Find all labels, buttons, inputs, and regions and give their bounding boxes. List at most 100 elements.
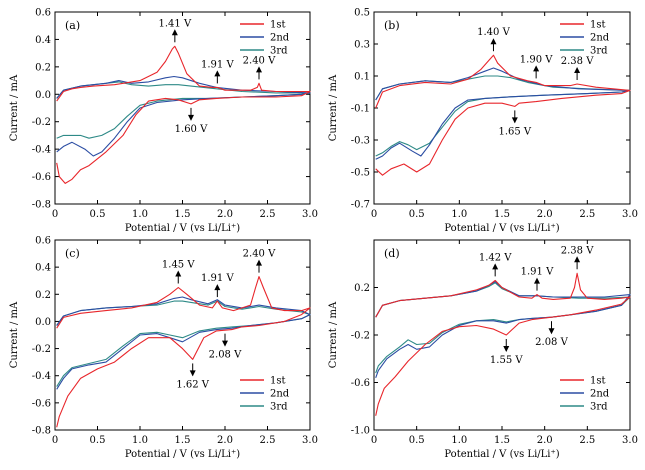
annotation-arrowhead (574, 67, 581, 73)
panel-label: (b) (384, 19, 400, 32)
x-tick-label: 1.0 (451, 209, 467, 220)
annotation-label: 2.38 V (561, 56, 594, 67)
panel-label: (a) (65, 19, 80, 32)
annotation-label: 1.65 V (498, 126, 531, 137)
annotation-label: 1.90 V (520, 54, 553, 65)
x-tick-label: 2.5 (579, 209, 595, 220)
annotation-arrowhead (256, 259, 262, 266)
y-axis-label: Current / mA (328, 74, 339, 141)
legend: 1st 2nd 3rd (240, 20, 290, 57)
annotation-label: 2.40 V (243, 249, 276, 260)
x-axis-label: Potential / V (vs Li/Li⁺) (125, 449, 240, 460)
x-tick-label: 1.5 (175, 435, 191, 446)
annotation-arrowhead (214, 284, 221, 291)
legend-label: 2nd (270, 389, 290, 400)
annotation-arrowhead (503, 346, 510, 352)
y-tick-label: 0.2 (35, 62, 51, 73)
y-tick-label: -0.6 (32, 172, 51, 183)
x-axis-label: Potential / V (vs Li/Li⁺) (444, 449, 559, 460)
x-tick-label: 0 (371, 209, 377, 220)
annotation-label: 1.45 V (162, 260, 195, 271)
x-tick-label: 3.0 (302, 209, 318, 220)
y-tick-label: -0.2 (351, 331, 370, 342)
x-tick-label: 0.5 (90, 209, 106, 220)
y-tick-label: 0.0 (35, 90, 51, 101)
y-tick-label: 0.6 (35, 8, 51, 19)
annotation-label: 2.40 V (243, 55, 276, 66)
y-tick-label: -0.4 (32, 145, 51, 156)
series-line-1st (375, 272, 631, 416)
chart-panel-b: 0 0.5 1.0 1.5 2.0 2.5 3.0 -0.7 -0.5 -0.3 -0.1 0.1 0.… (328, 8, 638, 235)
chart-panel-c: 0 0.5 1.0 1.5 2.0 2.5 3.0 -0.8 -0.6 -0.4 -0.2 0.0 0.… (9, 236, 318, 461)
series-line-2nd (56, 296, 311, 390)
annotation-arrowhead (171, 29, 178, 36)
legend: 1st 2nd 3rd (560, 376, 610, 413)
x-tick-label: 2.0 (537, 435, 553, 446)
x-tick-label: 2.5 (579, 435, 595, 446)
x-tick-label: 0 (371, 435, 377, 446)
annotation-label: 1.42 V (479, 252, 512, 263)
y-tick-label: 0.5 (354, 8, 370, 19)
annotation-arrowhead (256, 66, 262, 73)
y-tick-label: -0.2 (32, 344, 51, 355)
legend-label: 1st (270, 376, 286, 387)
x-tick-label: 1.0 (132, 435, 148, 446)
x-tick-label: 3.0 (622, 435, 638, 446)
series-line-2nd (56, 75, 311, 157)
chart-panel-a: 0 0.5 1.0 1.5 2.0 2.5 3.0 -0.8 -0.6 -0.4 -0.2 0.0 0.… (9, 8, 318, 235)
chart-panel-d: 0 0.5 1.0 1.5 2.0 2.5 3.0 -1.0 -0.6 -0.2 0.2 Potent… (328, 239, 638, 460)
x-tick-label: 1.0 (132, 209, 148, 220)
y-tick-label: -0.6 (32, 398, 51, 409)
x-tick-label: 3.0 (302, 435, 318, 446)
series-line-2nd (375, 67, 631, 160)
annotation-label: 2.08 V (535, 337, 568, 348)
y-tick-label: -0.1 (351, 104, 370, 115)
panel-label: (d) (384, 247, 400, 260)
series-line-1st (375, 54, 631, 176)
x-tick-label: 0 (52, 435, 58, 446)
annotation-arrowhead (492, 263, 499, 270)
x-tick-label: 0.5 (409, 209, 425, 220)
x-tick-label: 3.0 (622, 209, 638, 220)
annotation-arrowhead (511, 117, 518, 124)
annotation-arrowhead (175, 270, 182, 277)
y-axis-label: Current / mA (328, 301, 339, 368)
annotation-label: 1.91 V (201, 59, 234, 70)
annotation-arrowhead (189, 370, 196, 377)
x-tick-label: 0 (52, 209, 58, 220)
annotation-arrowhead (548, 328, 555, 335)
y-tick-label: 0.2 (354, 283, 370, 294)
series-line-3rd (375, 75, 631, 157)
annotation-arrowhead (214, 70, 221, 77)
legend-label: 3rd (270, 46, 288, 57)
annotation-label: 2.38 V (561, 245, 594, 256)
y-tick-label: 0.4 (35, 263, 51, 274)
legend-label: 1st (270, 20, 286, 31)
legend-label: 2nd (270, 33, 290, 44)
annotation-label: 1.60 V (175, 124, 208, 135)
annotation-arrowhead (490, 38, 497, 45)
annotation-label: 1.41 V (159, 18, 192, 29)
y-tick-label: 0.1 (354, 72, 370, 83)
series-line-1st (56, 45, 311, 184)
legend-label: 2nd (590, 33, 610, 44)
x-tick-label: 1.5 (494, 209, 510, 220)
x-tick-label: 1.0 (451, 435, 467, 446)
x-tick-label: 2.0 (217, 209, 233, 220)
y-tick-label: 0.4 (35, 35, 51, 46)
x-axis-label: Potential / V (vs Li/Li⁺) (444, 223, 559, 234)
annotation-label: 1.40 V (477, 27, 510, 38)
legend: 1st 2nd 3rd (560, 20, 610, 57)
x-tick-label: 1.5 (494, 435, 510, 446)
legend: 1st 2nd 3rd (240, 376, 290, 413)
panel-label: (c) (65, 247, 80, 260)
x-axis-label: Potential / V (vs Li/Li⁺) (125, 223, 240, 234)
x-tick-label: 2.5 (260, 209, 276, 220)
annotation-arrowhead (188, 114, 194, 121)
y-tick-label: -0.7 (351, 200, 370, 211)
legend-label: 2nd (590, 389, 610, 400)
y-tick-label: 0.3 (354, 40, 370, 51)
y-tick-label: -0.8 (32, 426, 51, 437)
legend-label: 3rd (590, 402, 608, 413)
